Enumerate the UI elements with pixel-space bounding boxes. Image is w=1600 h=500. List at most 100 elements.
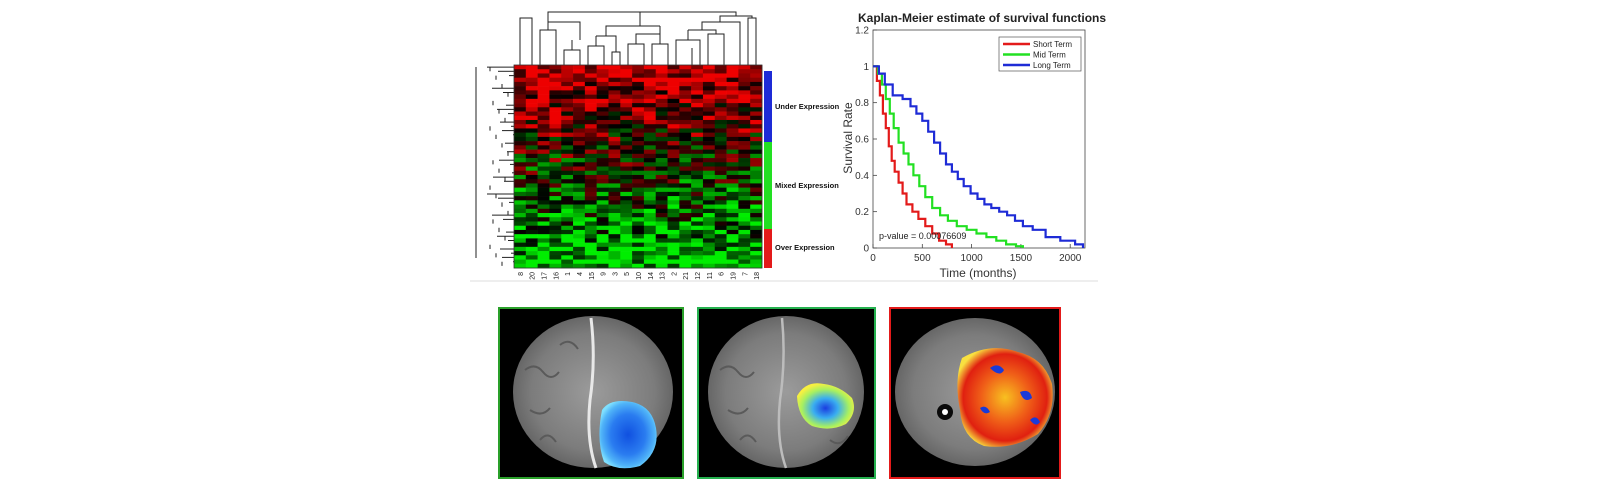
heatmap-cell [608, 86, 621, 91]
heatmap-cell [620, 263, 633, 269]
heatmap-cell [561, 94, 574, 100]
heatmap-cell [608, 124, 621, 129]
heatmap-cell [537, 242, 550, 248]
heatmap-cell [632, 103, 645, 108]
heatmap-cell [549, 119, 562, 125]
heatmap-cell [514, 225, 527, 231]
heatmap-cell [537, 65, 550, 70]
heatmap-cell [549, 255, 562, 260]
heatmap-cell [561, 246, 574, 252]
heatmap-cell [643, 162, 657, 167]
heatmap-cell [726, 124, 739, 129]
heatmap-cell [561, 187, 574, 193]
heatmap-cell [667, 136, 680, 142]
heatmap-cell [691, 208, 704, 214]
heatmap-cell [679, 166, 692, 172]
heatmap-cell [608, 111, 621, 117]
heatmap-cell [643, 115, 657, 121]
heatmap-cell [691, 166, 704, 172]
heatmap-cell [702, 170, 716, 176]
heatmap-cell [655, 204, 668, 210]
heatmap-cell [714, 158, 727, 163]
heatmap-cell [537, 229, 550, 235]
heatmap-cell [632, 128, 645, 133]
heatmap-cell [738, 259, 751, 265]
heatmap-cell [537, 179, 550, 184]
heatmap-cell [643, 94, 657, 100]
heatmap-cell [738, 174, 751, 180]
heatmap-cell [573, 141, 586, 146]
heatmap-cell [667, 174, 680, 180]
heatmap-cell [514, 69, 527, 74]
heatmap-cell [750, 94, 763, 100]
mri-panel-mid-term [697, 307, 876, 479]
heatmap-cell [525, 136, 538, 142]
heatmap-cell [726, 238, 739, 243]
heatmap-cell [726, 170, 739, 176]
heatmap-cell [714, 170, 727, 176]
heatmap-cell [525, 187, 538, 193]
heatmap-cell [679, 128, 692, 133]
heatmap-cell [643, 183, 657, 188]
heatmap-cell [714, 255, 727, 260]
heatmap-cell [679, 65, 692, 70]
heatmap-cell [549, 259, 562, 265]
heatmap-cell [643, 132, 657, 138]
heatmap-cell [655, 153, 668, 159]
heatmap-cell [525, 124, 538, 129]
heatmap-cell [726, 149, 739, 155]
heatmap-cell [679, 103, 692, 108]
heatmap-cell [667, 259, 680, 265]
heatmap-cell [738, 208, 751, 214]
heatmap-cell [561, 221, 574, 227]
heatmap-cell [514, 145, 527, 150]
heatmap-cell [549, 124, 562, 129]
heatmap-cell [667, 166, 680, 172]
heatmap-cell [691, 246, 704, 252]
heatmap-cell [679, 200, 692, 205]
heatmap-cell [643, 204, 657, 210]
heatmap-cell [738, 158, 751, 163]
heatmap-cell [643, 136, 657, 142]
heatmap-cell [549, 217, 562, 222]
heatmap-cell [514, 183, 527, 188]
heatmap-cell [549, 149, 562, 155]
heatmap-cell [584, 136, 597, 142]
heatmap-cell [667, 98, 680, 104]
heatmap-cell [691, 200, 704, 205]
heatmap-cell [608, 238, 621, 243]
heatmap-cell [620, 251, 633, 256]
heatmap-cell [514, 73, 527, 78]
heatmap-cell [573, 81, 586, 87]
heatmap-cell [679, 77, 692, 83]
heatmap-cell [608, 204, 621, 210]
heatmap-cell [514, 246, 527, 252]
heatmap-cell [632, 98, 645, 104]
heatmap-cell [632, 196, 645, 201]
heatmap-cell [655, 251, 668, 256]
heatmap-cell [691, 149, 704, 155]
heatmap-cell [573, 196, 586, 201]
heatmap-cell [702, 183, 716, 188]
heatmap-cell [691, 132, 704, 138]
heatmap-cell [584, 86, 597, 91]
heatmap-cell [525, 119, 538, 125]
heatmap-cell [691, 238, 704, 243]
y-tick-label: 1.2 [855, 26, 869, 37]
heatmap-cell [750, 263, 763, 269]
heatmap-cell [573, 238, 586, 243]
heatmap-cell [549, 141, 562, 146]
heatmap-cell [620, 229, 633, 235]
heatmap-cell [632, 179, 645, 184]
heatmap-cell [750, 119, 763, 125]
heatmap-cell [679, 238, 692, 243]
group-bar-mixed [764, 142, 772, 229]
heatmap-cell [750, 183, 763, 188]
heatmap-cell [608, 196, 621, 201]
heatmap-cell [561, 229, 574, 235]
heatmap-cell [596, 158, 609, 163]
heatmap-cell [714, 187, 727, 193]
heatmap-cell [702, 77, 716, 83]
heatmap-cell [584, 242, 597, 248]
x-tick-label: 1500 [1010, 253, 1033, 264]
